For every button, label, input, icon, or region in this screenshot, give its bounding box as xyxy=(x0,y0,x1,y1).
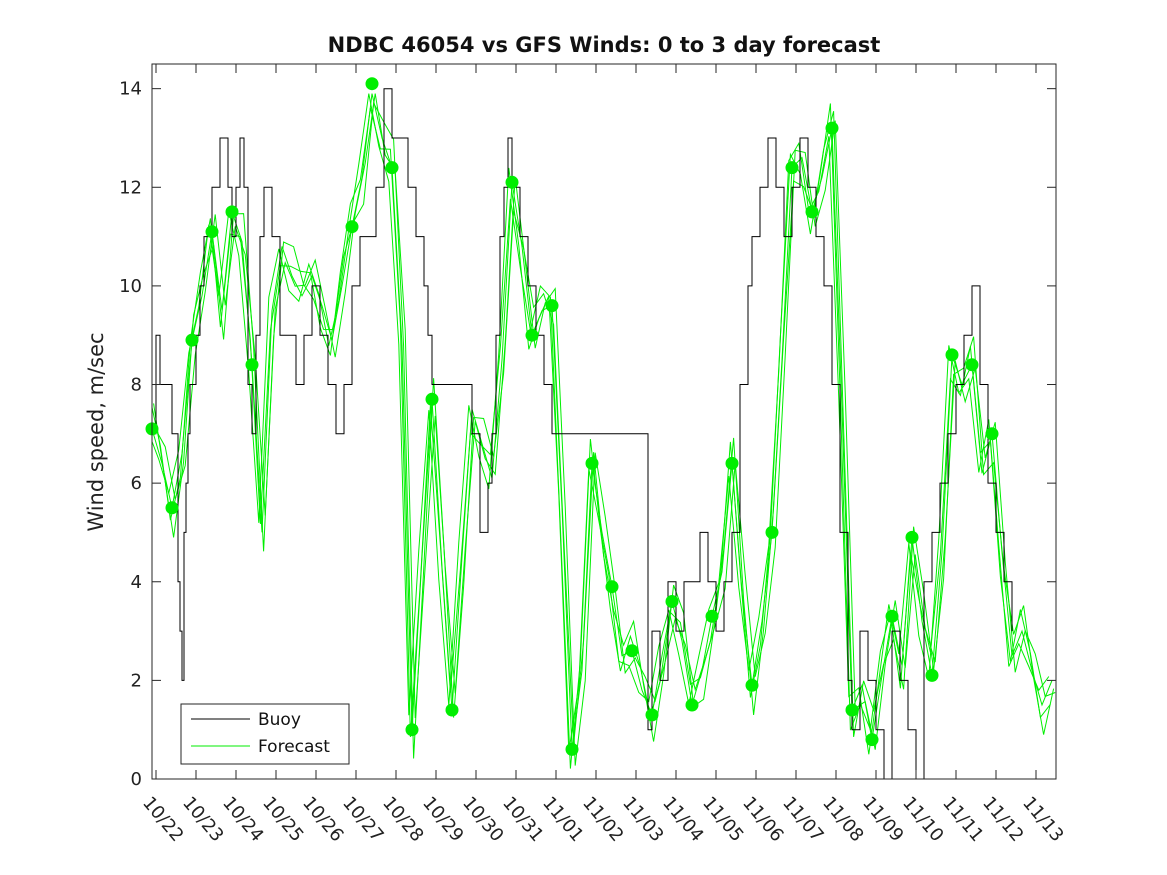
forecast-point xyxy=(905,530,919,544)
plot-area xyxy=(145,77,1056,780)
forecast-point xyxy=(545,299,559,313)
forecast-point xyxy=(645,708,659,722)
forecast-point xyxy=(165,501,179,515)
forecast-point xyxy=(845,703,859,717)
forecast-point xyxy=(405,723,419,737)
y-tick-label: 2 xyxy=(131,670,142,691)
forecast-point xyxy=(525,328,539,342)
forecast-point xyxy=(385,161,399,175)
forecast-point xyxy=(225,205,239,219)
forecast-point xyxy=(605,580,619,594)
forecast-point xyxy=(565,742,579,756)
forecast-point xyxy=(825,121,839,135)
forecast-point xyxy=(245,358,259,372)
forecast-point xyxy=(865,733,879,747)
buoy-series-line xyxy=(152,88,1013,780)
y-tick-label: 8 xyxy=(131,375,142,396)
chart-title: NDBC 46054 vs GFS Winds: 0 to 3 day fore… xyxy=(328,33,881,57)
forecast-point xyxy=(785,161,799,175)
legend-buoy-label: Buoy xyxy=(258,710,301,730)
y-tick-label: 0 xyxy=(131,769,142,790)
legend-box xyxy=(180,703,350,765)
legend: Buoy Forecast xyxy=(180,703,350,765)
forecast-point xyxy=(685,698,699,712)
forecast-point xyxy=(745,678,759,692)
forecast-point xyxy=(945,348,959,362)
forecast-point xyxy=(725,456,739,470)
forecast-point xyxy=(445,703,459,717)
forecast-point xyxy=(705,609,719,623)
forecast-point xyxy=(585,456,599,470)
forecast-point xyxy=(665,595,679,608)
forecast-point xyxy=(805,205,819,219)
axes-box xyxy=(151,63,1057,780)
forecast-point xyxy=(345,220,359,234)
y-tick-label: 14 xyxy=(119,79,142,100)
forecast-point xyxy=(625,644,639,658)
forecast-point xyxy=(965,358,979,372)
y-tick-label: 10 xyxy=(119,276,142,297)
y-axis-label: Wind speed, m/sec xyxy=(84,332,108,531)
forecast-point xyxy=(185,333,199,347)
forecast-point xyxy=(985,427,999,441)
y-tick-label: 4 xyxy=(131,572,142,593)
forecast-point xyxy=(425,392,439,406)
forecast-point xyxy=(505,175,519,189)
forecast-point xyxy=(765,525,779,539)
forecast-run-line xyxy=(154,93,1056,766)
forecast-run-line xyxy=(151,93,1050,755)
forecast-point xyxy=(205,225,219,239)
y-tick-label: 6 xyxy=(131,473,142,494)
y-tick-label: 12 xyxy=(119,177,142,198)
legend-forecast-label: Forecast xyxy=(258,737,330,757)
forecast-point xyxy=(365,77,379,91)
forecast-point xyxy=(925,668,939,682)
forecast-point xyxy=(885,609,899,623)
